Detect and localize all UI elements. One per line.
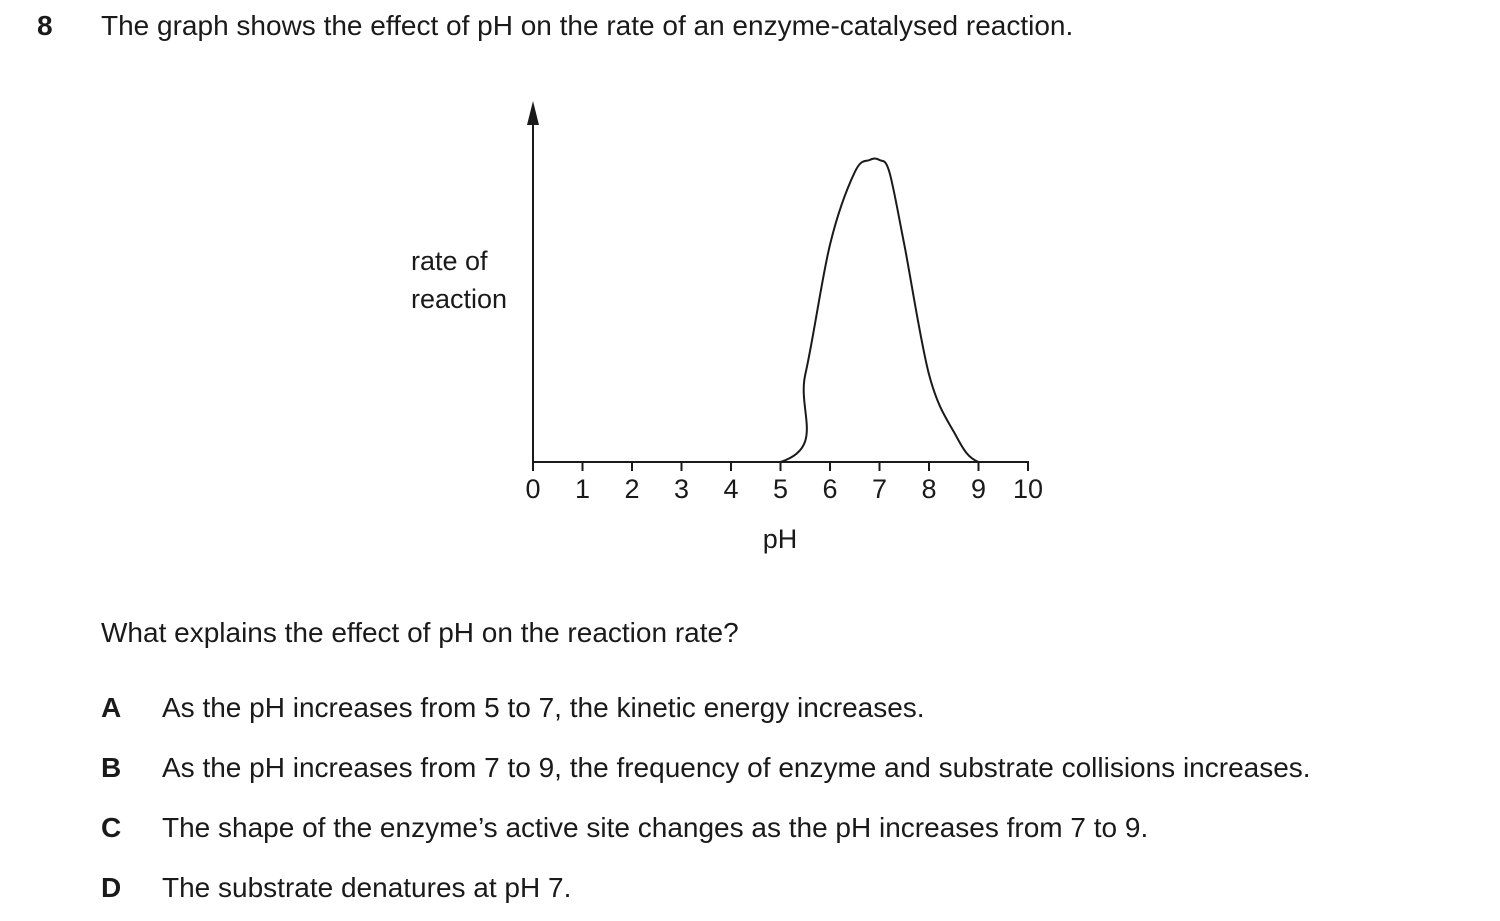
x-tick-label-5: 5 [773, 474, 788, 504]
x-tick-label-3: 3 [674, 474, 689, 504]
x-tick-label-8: 8 [921, 474, 936, 504]
question-number: 8 [37, 10, 53, 41]
option-d-letter: D [101, 872, 122, 903]
y-axis-arrowhead [527, 101, 539, 125]
x-tick-label-6: 6 [822, 474, 837, 504]
x-tick-label-1: 1 [575, 474, 590, 504]
x-tick-label-9: 9 [971, 474, 986, 504]
x-tick-label-7: 7 [872, 474, 887, 504]
option-d-text: The substrate denatures at pH 7. [162, 872, 572, 903]
rate-curve [533, 157, 1028, 463]
x-axis-label: pH [763, 524, 798, 554]
question-prompt: What explains the effect of pH on the re… [101, 617, 739, 648]
option-b-letter: B [101, 752, 122, 783]
y-axis-label-line2: reaction [411, 284, 507, 314]
question-stem: The graph shows the effect of pH on the … [101, 10, 1074, 41]
option-a-text: As the pH increases from 5 to 7, the kin… [162, 692, 925, 723]
option-a-letter: A [101, 692, 122, 723]
x-tick-labels: 0 1 2 3 4 5 6 7 8 9 10 [525, 474, 1043, 504]
option-b-text: As the pH increases from 7 to 9, the fre… [162, 752, 1311, 783]
ph-rate-graph: 0 1 2 3 4 5 6 7 8 9 10 rate of reaction pH [411, 101, 1043, 554]
x-ticks [532, 462, 1029, 471]
x-tick-label-2: 2 [624, 474, 639, 504]
x-tick-label-0: 0 [525, 474, 540, 504]
option-c-letter: C [101, 812, 122, 843]
x-tick-label-10: 10 [1013, 474, 1043, 504]
x-tick-label-4: 4 [723, 474, 738, 504]
option-c-text: The shape of the enzyme’s active site ch… [162, 812, 1149, 843]
y-axis-label-line1: rate of [411, 246, 488, 276]
